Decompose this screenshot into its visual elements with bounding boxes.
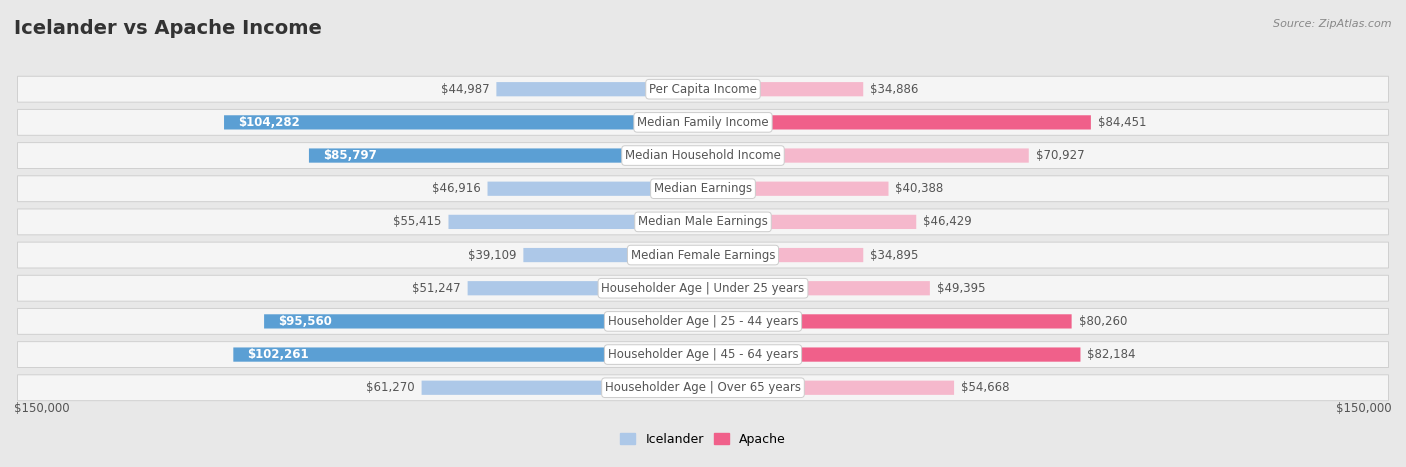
Text: Median Household Income: Median Household Income [626,149,780,162]
FancyBboxPatch shape [703,248,863,262]
FancyBboxPatch shape [17,275,1389,301]
Text: $150,000: $150,000 [14,402,70,415]
Text: $55,415: $55,415 [394,215,441,228]
Text: $34,895: $34,895 [870,248,918,262]
FancyBboxPatch shape [703,314,1071,328]
FancyBboxPatch shape [703,182,889,196]
FancyBboxPatch shape [17,76,1389,102]
Text: $46,916: $46,916 [432,182,481,195]
FancyBboxPatch shape [17,375,1389,401]
Legend: Icelander, Apache: Icelander, Apache [616,428,790,451]
FancyBboxPatch shape [703,347,1080,361]
FancyBboxPatch shape [703,215,917,229]
FancyBboxPatch shape [703,149,1029,163]
Text: Householder Age | Under 25 years: Householder Age | Under 25 years [602,282,804,295]
FancyBboxPatch shape [523,248,703,262]
Text: $95,560: $95,560 [278,315,332,328]
Text: Source: ZipAtlas.com: Source: ZipAtlas.com [1274,19,1392,28]
Text: $51,247: $51,247 [412,282,461,295]
FancyBboxPatch shape [309,149,703,163]
Text: $34,886: $34,886 [870,83,918,96]
Text: $70,927: $70,927 [1036,149,1084,162]
FancyBboxPatch shape [233,347,703,361]
FancyBboxPatch shape [496,82,703,96]
FancyBboxPatch shape [703,82,863,96]
FancyBboxPatch shape [449,215,703,229]
FancyBboxPatch shape [488,182,703,196]
Text: Householder Age | 25 - 44 years: Householder Age | 25 - 44 years [607,315,799,328]
Text: $39,109: $39,109 [468,248,516,262]
Text: $82,184: $82,184 [1087,348,1136,361]
Text: $84,451: $84,451 [1098,116,1146,129]
Text: $61,270: $61,270 [366,381,415,394]
Text: Householder Age | Over 65 years: Householder Age | Over 65 years [605,381,801,394]
Text: $44,987: $44,987 [441,83,489,96]
FancyBboxPatch shape [224,115,703,129]
FancyBboxPatch shape [17,342,1389,368]
Text: $49,395: $49,395 [936,282,986,295]
FancyBboxPatch shape [468,281,703,295]
Text: $80,260: $80,260 [1078,315,1126,328]
FancyBboxPatch shape [264,314,703,328]
Text: $102,261: $102,261 [247,348,309,361]
FancyBboxPatch shape [703,115,1091,129]
Text: Householder Age | 45 - 64 years: Householder Age | 45 - 64 years [607,348,799,361]
Text: $104,282: $104,282 [238,116,299,129]
FancyBboxPatch shape [17,142,1389,169]
Text: $40,388: $40,388 [896,182,943,195]
FancyBboxPatch shape [703,281,929,295]
Text: Median Female Earnings: Median Female Earnings [631,248,775,262]
Text: $54,668: $54,668 [960,381,1010,394]
Text: $85,797: $85,797 [323,149,377,162]
Text: Per Capita Income: Per Capita Income [650,83,756,96]
FancyBboxPatch shape [17,209,1389,235]
Text: Icelander vs Apache Income: Icelander vs Apache Income [14,19,322,38]
Text: $150,000: $150,000 [1336,402,1392,415]
Text: Median Family Income: Median Family Income [637,116,769,129]
FancyBboxPatch shape [17,242,1389,268]
FancyBboxPatch shape [17,176,1389,202]
Text: $46,429: $46,429 [924,215,972,228]
Text: Median Earnings: Median Earnings [654,182,752,195]
Text: Median Male Earnings: Median Male Earnings [638,215,768,228]
FancyBboxPatch shape [703,381,955,395]
FancyBboxPatch shape [422,381,703,395]
FancyBboxPatch shape [17,309,1389,334]
FancyBboxPatch shape [17,109,1389,135]
